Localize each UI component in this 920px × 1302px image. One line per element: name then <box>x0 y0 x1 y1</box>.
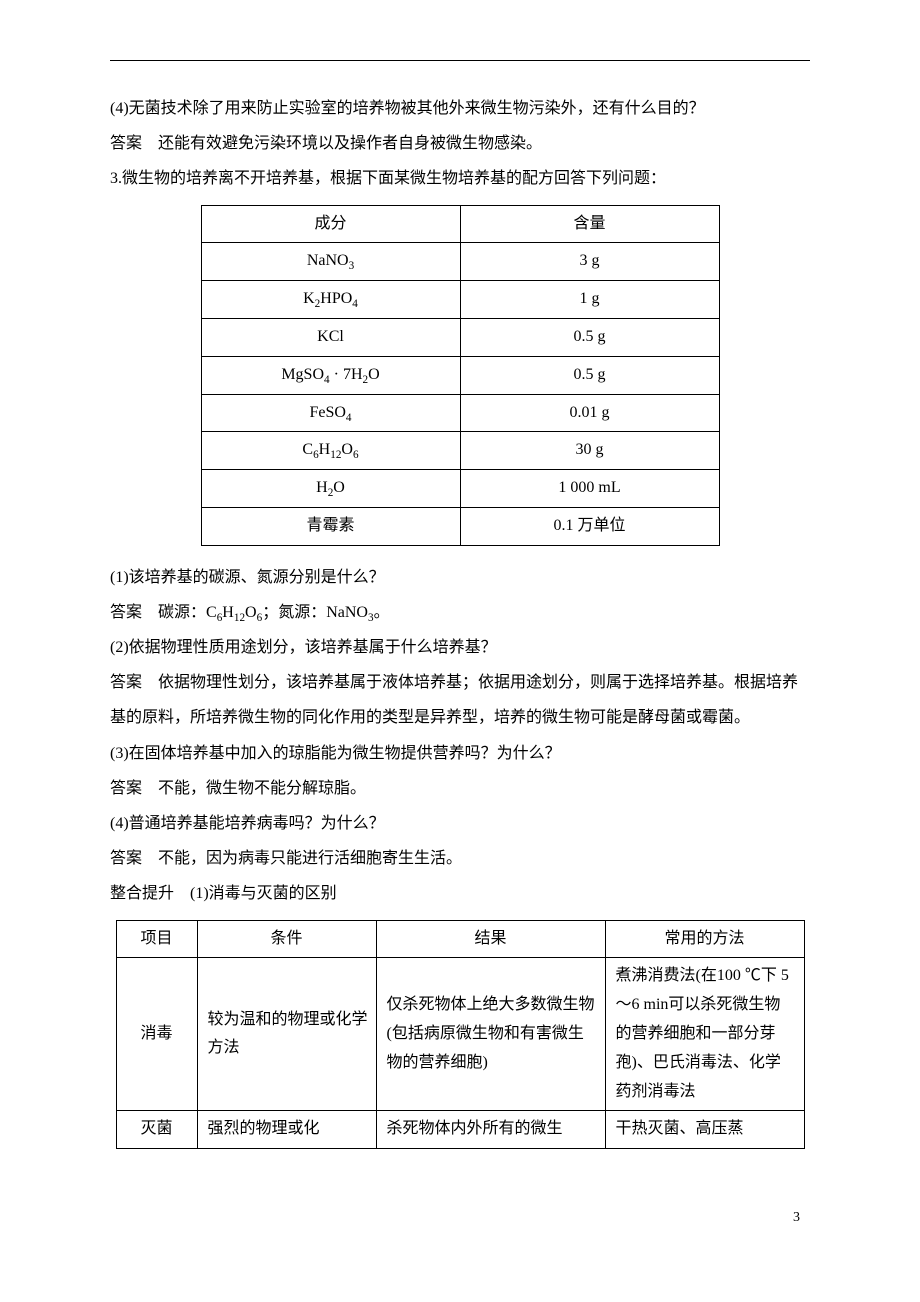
sub-question-2: (2)依据物理性质用途划分，该培养基属于什么培养基？ <box>110 630 810 665</box>
cell-method: 干热灭菌、高压蒸 <box>605 1111 804 1149</box>
cell-component: KCl <box>201 318 460 356</box>
cell-component: 青霉素 <box>201 507 460 545</box>
table-header-result: 结果 <box>376 920 605 958</box>
table-row: C6H12O630 g <box>201 432 719 470</box>
cell-component: FeSO4 <box>201 394 460 432</box>
table-row: NaNO33 g <box>201 243 719 281</box>
culture-medium-table: 成分 含量 NaNO33 g K2HPO41 g KCl0.5 g MgSO4 … <box>201 205 720 546</box>
table-row: KCl0.5 g <box>201 318 719 356</box>
cell-method: 煮沸消费法(在100 ℃下 5～6 min可以杀死微生物的营养细胞和一部分芽孢)… <box>605 958 804 1111</box>
table-row: 消毒 较为温和的物理或化学方法 仅杀死物体上绝大多数微生物(包括病原微生物和有害… <box>116 958 804 1111</box>
cell-amount: 0.5 g <box>460 356 719 394</box>
cell-condition: 强烈的物理或化 <box>197 1111 376 1149</box>
table-row: 成分 含量 <box>201 205 719 243</box>
table-row: H2O1 000 mL <box>201 470 719 508</box>
question-4-text: (4)无菌技术除了用来防止实验室的培养物被其他外来微生物污染外，还有什么目的？ <box>110 91 810 126</box>
sub-answer-4: 答案 不能，因为病毒只能进行活细胞寄生生活。 <box>110 841 810 876</box>
cell-amount: 1 g <box>460 281 719 319</box>
table-row: MgSO4 · 7H2O0.5 g <box>201 356 719 394</box>
top-rule <box>110 60 810 61</box>
table-row: 项目 条件 结果 常用的方法 <box>116 920 804 958</box>
sub-answer-1: 答案 碳源：C6H12O6；氮源：NaNO3。 <box>110 595 810 630</box>
disinfect-sterilize-table: 项目 条件 结果 常用的方法 消毒 较为温和的物理或化学方法 仅杀死物体上绝大多… <box>116 920 805 1150</box>
table-header-item: 项目 <box>116 920 197 958</box>
integrate-heading: 整合提升 (1)消毒与灭菌的区别 <box>110 876 810 911</box>
table-header-amount: 含量 <box>460 205 719 243</box>
sub-question-4: (4)普通培养基能培养病毒吗？为什么？ <box>110 806 810 841</box>
cell-amount: 3 g <box>460 243 719 281</box>
cell-amount: 0.5 g <box>460 318 719 356</box>
cell-item: 消毒 <box>116 958 197 1111</box>
table-row: K2HPO41 g <box>201 281 719 319</box>
sub-question-1: (1)该培养基的碳源、氮源分别是什么？ <box>110 560 810 595</box>
table-header-component: 成分 <box>201 205 460 243</box>
cell-component: C6H12O6 <box>201 432 460 470</box>
cell-component: NaNO3 <box>201 243 460 281</box>
cell-result: 杀死物体内外所有的微生 <box>376 1111 605 1149</box>
sub-question-3: (3)在固体培养基中加入的琼脂能为微生物提供营养吗？为什么？ <box>110 736 810 771</box>
table-row: 青霉素0.1 万单位 <box>201 507 719 545</box>
question-3-intro: 3.微生物的培养离不开培养基，根据下面某微生物培养基的配方回答下列问题： <box>110 161 810 196</box>
cell-condition: 较为温和的物理或化学方法 <box>197 958 376 1111</box>
page-number: 3 <box>110 1163 810 1234</box>
cell-amount: 30 g <box>460 432 719 470</box>
cell-item: 灭菌 <box>116 1111 197 1149</box>
sub-answer-2: 答案 依据物理性划分，该培养基属于液体培养基；依据用途划分，则属于选择培养基。根… <box>110 665 810 735</box>
cell-component: MgSO4 · 7H2O <box>201 356 460 394</box>
question-4-answer: 答案 还能有效避免污染环境以及操作者自身被微生物感染。 <box>110 126 810 161</box>
cell-component: K2HPO4 <box>201 281 460 319</box>
table-header-method: 常用的方法 <box>605 920 804 958</box>
cell-amount: 0.1 万单位 <box>460 507 719 545</box>
cell-component: H2O <box>201 470 460 508</box>
sub-answer-3: 答案 不能，微生物不能分解琼脂。 <box>110 771 810 806</box>
table-row: 灭菌 强烈的物理或化 杀死物体内外所有的微生 干热灭菌、高压蒸 <box>116 1111 804 1149</box>
cell-amount: 1 000 mL <box>460 470 719 508</box>
cell-amount: 0.01 g <box>460 394 719 432</box>
table-header-condition: 条件 <box>197 920 376 958</box>
page-container: (4)无菌技术除了用来防止实验室的培养物被其他外来微生物污染外，还有什么目的？ … <box>0 0 920 1274</box>
table-row: FeSO40.01 g <box>201 394 719 432</box>
cell-result: 仅杀死物体上绝大多数微生物(包括病原微生物和有害微生物的营养细胞) <box>376 958 605 1111</box>
